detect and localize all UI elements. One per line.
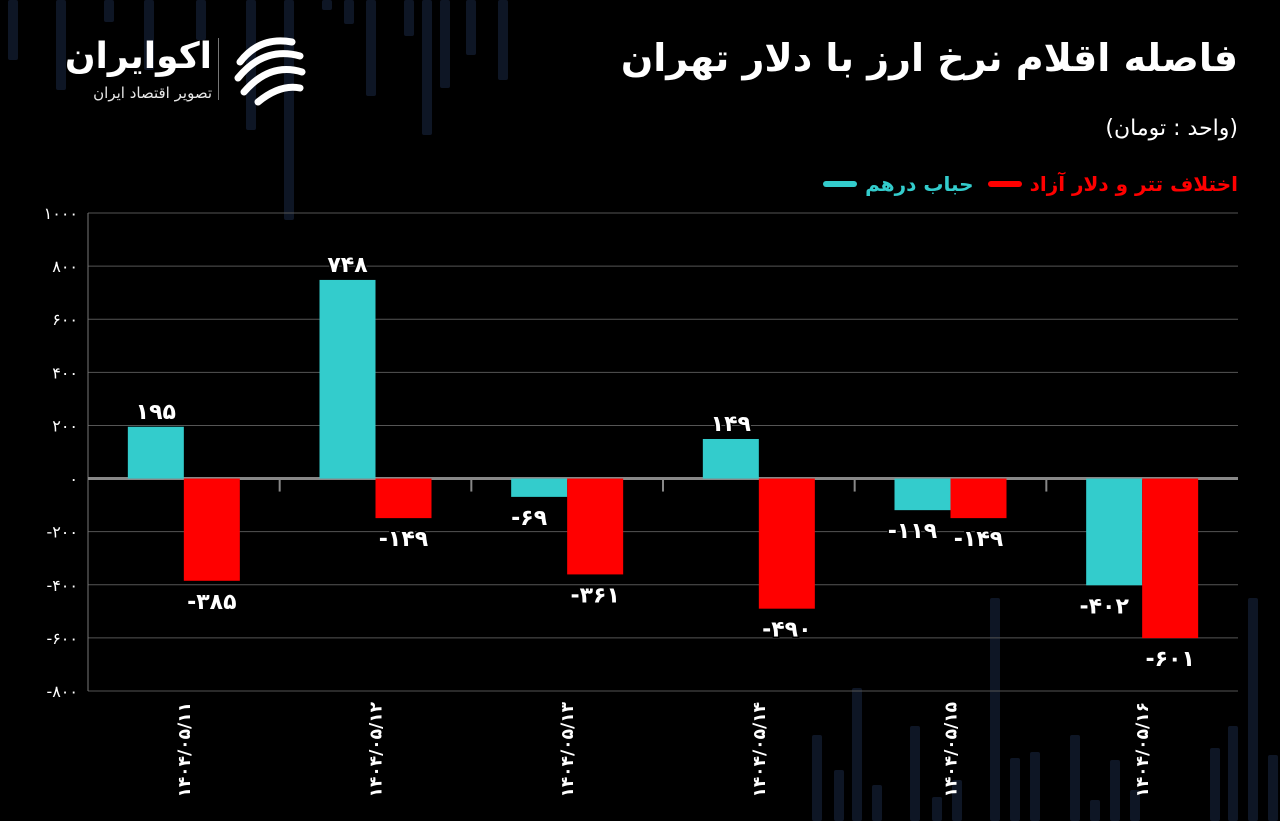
legend-label-tether: اختلاف تتر و دلار آزاد — [1029, 172, 1238, 196]
background-candle — [422, 0, 432, 135]
background-candle — [1248, 598, 1258, 821]
background-candle — [366, 0, 376, 96]
bar-tether — [375, 478, 432, 519]
legend-item-dirham: حباب درهم — [823, 172, 974, 196]
data-label: -۱۴۹ — [379, 527, 428, 552]
data-label: ۱۴۹ — [711, 412, 751, 437]
background-candle — [872, 785, 882, 821]
logo-name: اکوایران — [64, 36, 212, 77]
background-candle — [1228, 726, 1238, 821]
background-candle — [910, 726, 920, 821]
bar-tether — [950, 478, 1007, 519]
data-label: -۱۴۹ — [954, 527, 1003, 552]
logo: اکوایران تصویر اقتصاد ایران — [50, 32, 320, 108]
background-candle — [1130, 790, 1140, 821]
background-candle — [498, 0, 508, 80]
y-tick-label: -۲۰۰ — [46, 523, 78, 542]
legend-label-dirham: حباب درهم — [865, 172, 974, 196]
background-candle — [8, 0, 18, 60]
bar-dirham — [702, 438, 759, 479]
x-tick-label: ۱۴۰۴/۰۵/۱۲ — [367, 701, 387, 797]
bar-tether — [567, 478, 624, 575]
bar-dirham — [511, 478, 568, 497]
data-label: -۱۱۹ — [888, 519, 937, 544]
logo-subtitle: تصویر اقتصاد ایران — [93, 84, 212, 102]
background-candle — [1090, 800, 1100, 821]
background-candle — [404, 0, 414, 36]
background-candle — [1268, 755, 1278, 821]
background-candle — [1030, 752, 1040, 821]
data-label: -۶۰۱ — [1145, 647, 1194, 672]
background-candle — [1070, 735, 1080, 821]
bar-dirham — [319, 279, 376, 479]
data-label: -۳۸۵ — [187, 590, 236, 615]
bar-dirham — [894, 478, 951, 511]
data-label: -۴۹۰ — [762, 618, 811, 643]
x-tick-label: ۱۴۰۴/۰۵/۱۱ — [175, 702, 195, 797]
background-candle — [144, 0, 154, 70]
bar-dirham — [1086, 478, 1143, 586]
background-candle — [104, 0, 114, 22]
legend-swatch-tether — [987, 181, 1022, 187]
x-tick-label: ۱۴۰۴/۰۵/۱۵ — [942, 702, 962, 797]
background-candle — [196, 0, 206, 40]
bar-tether — [183, 478, 240, 581]
y-tick-label: -۸۰۰ — [46, 682, 78, 701]
background-candle — [466, 0, 476, 55]
background-candle — [990, 598, 1000, 821]
background-candle — [440, 0, 450, 88]
data-label: -۴۰۲ — [1079, 594, 1129, 619]
legend: حباب درهم اختلاف تتر و دلار آزاد — [823, 172, 1238, 196]
y-tick-label: ۴۰۰ — [52, 363, 78, 382]
y-tick-label: ۲۰۰ — [52, 416, 78, 435]
background-candle — [56, 0, 66, 90]
data-label: ۱۹۵ — [136, 400, 176, 425]
y-tick-label: ۱۰۰۰ — [44, 204, 78, 223]
x-tick-label: ۱۴۰۴/۰۵/۱۴ — [750, 702, 770, 797]
x-tick-label: ۱۴۰۴/۰۵/۱۶ — [1133, 702, 1153, 797]
background-candle — [1110, 760, 1120, 821]
background-candle — [1210, 748, 1220, 821]
data-label: -۳۶۱ — [570, 583, 619, 608]
bar-tether — [758, 478, 815, 609]
background-candle — [932, 797, 942, 821]
data-label: -۶۹ — [511, 506, 547, 531]
legend-swatch-dirham — [823, 181, 858, 187]
logo-mark-icon — [234, 37, 306, 106]
x-tick-label: ۱۴۰۴/۰۵/۱۳ — [558, 701, 578, 797]
y-tick-label: ۸۰۰ — [52, 257, 78, 276]
bar-dirham — [127, 426, 184, 479]
background-candle — [1010, 758, 1020, 821]
y-tick-label: -۴۰۰ — [46, 576, 78, 595]
logo-divider — [218, 38, 219, 100]
bar-tether — [1142, 478, 1199, 639]
data-label: ۷۴۸ — [327, 253, 368, 278]
background-candle — [834, 770, 844, 821]
y-tick-label: -۶۰۰ — [46, 629, 78, 648]
y-tick-label: ۶۰۰ — [52, 310, 78, 329]
y-tick-label: ۰ — [69, 470, 78, 489]
background-candle — [952, 780, 962, 821]
chart-title: فاصله اقلام نرخ ارز با دلار تهران — [620, 36, 1238, 80]
background-candle — [852, 688, 862, 821]
background-candle — [344, 0, 354, 24]
background-candle — [322, 0, 332, 10]
chart-unit: (واحد : تومان) — [1105, 116, 1238, 141]
legend-item-tether: اختلاف تتر و دلار آزاد — [987, 172, 1238, 196]
background-candle — [812, 735, 822, 821]
